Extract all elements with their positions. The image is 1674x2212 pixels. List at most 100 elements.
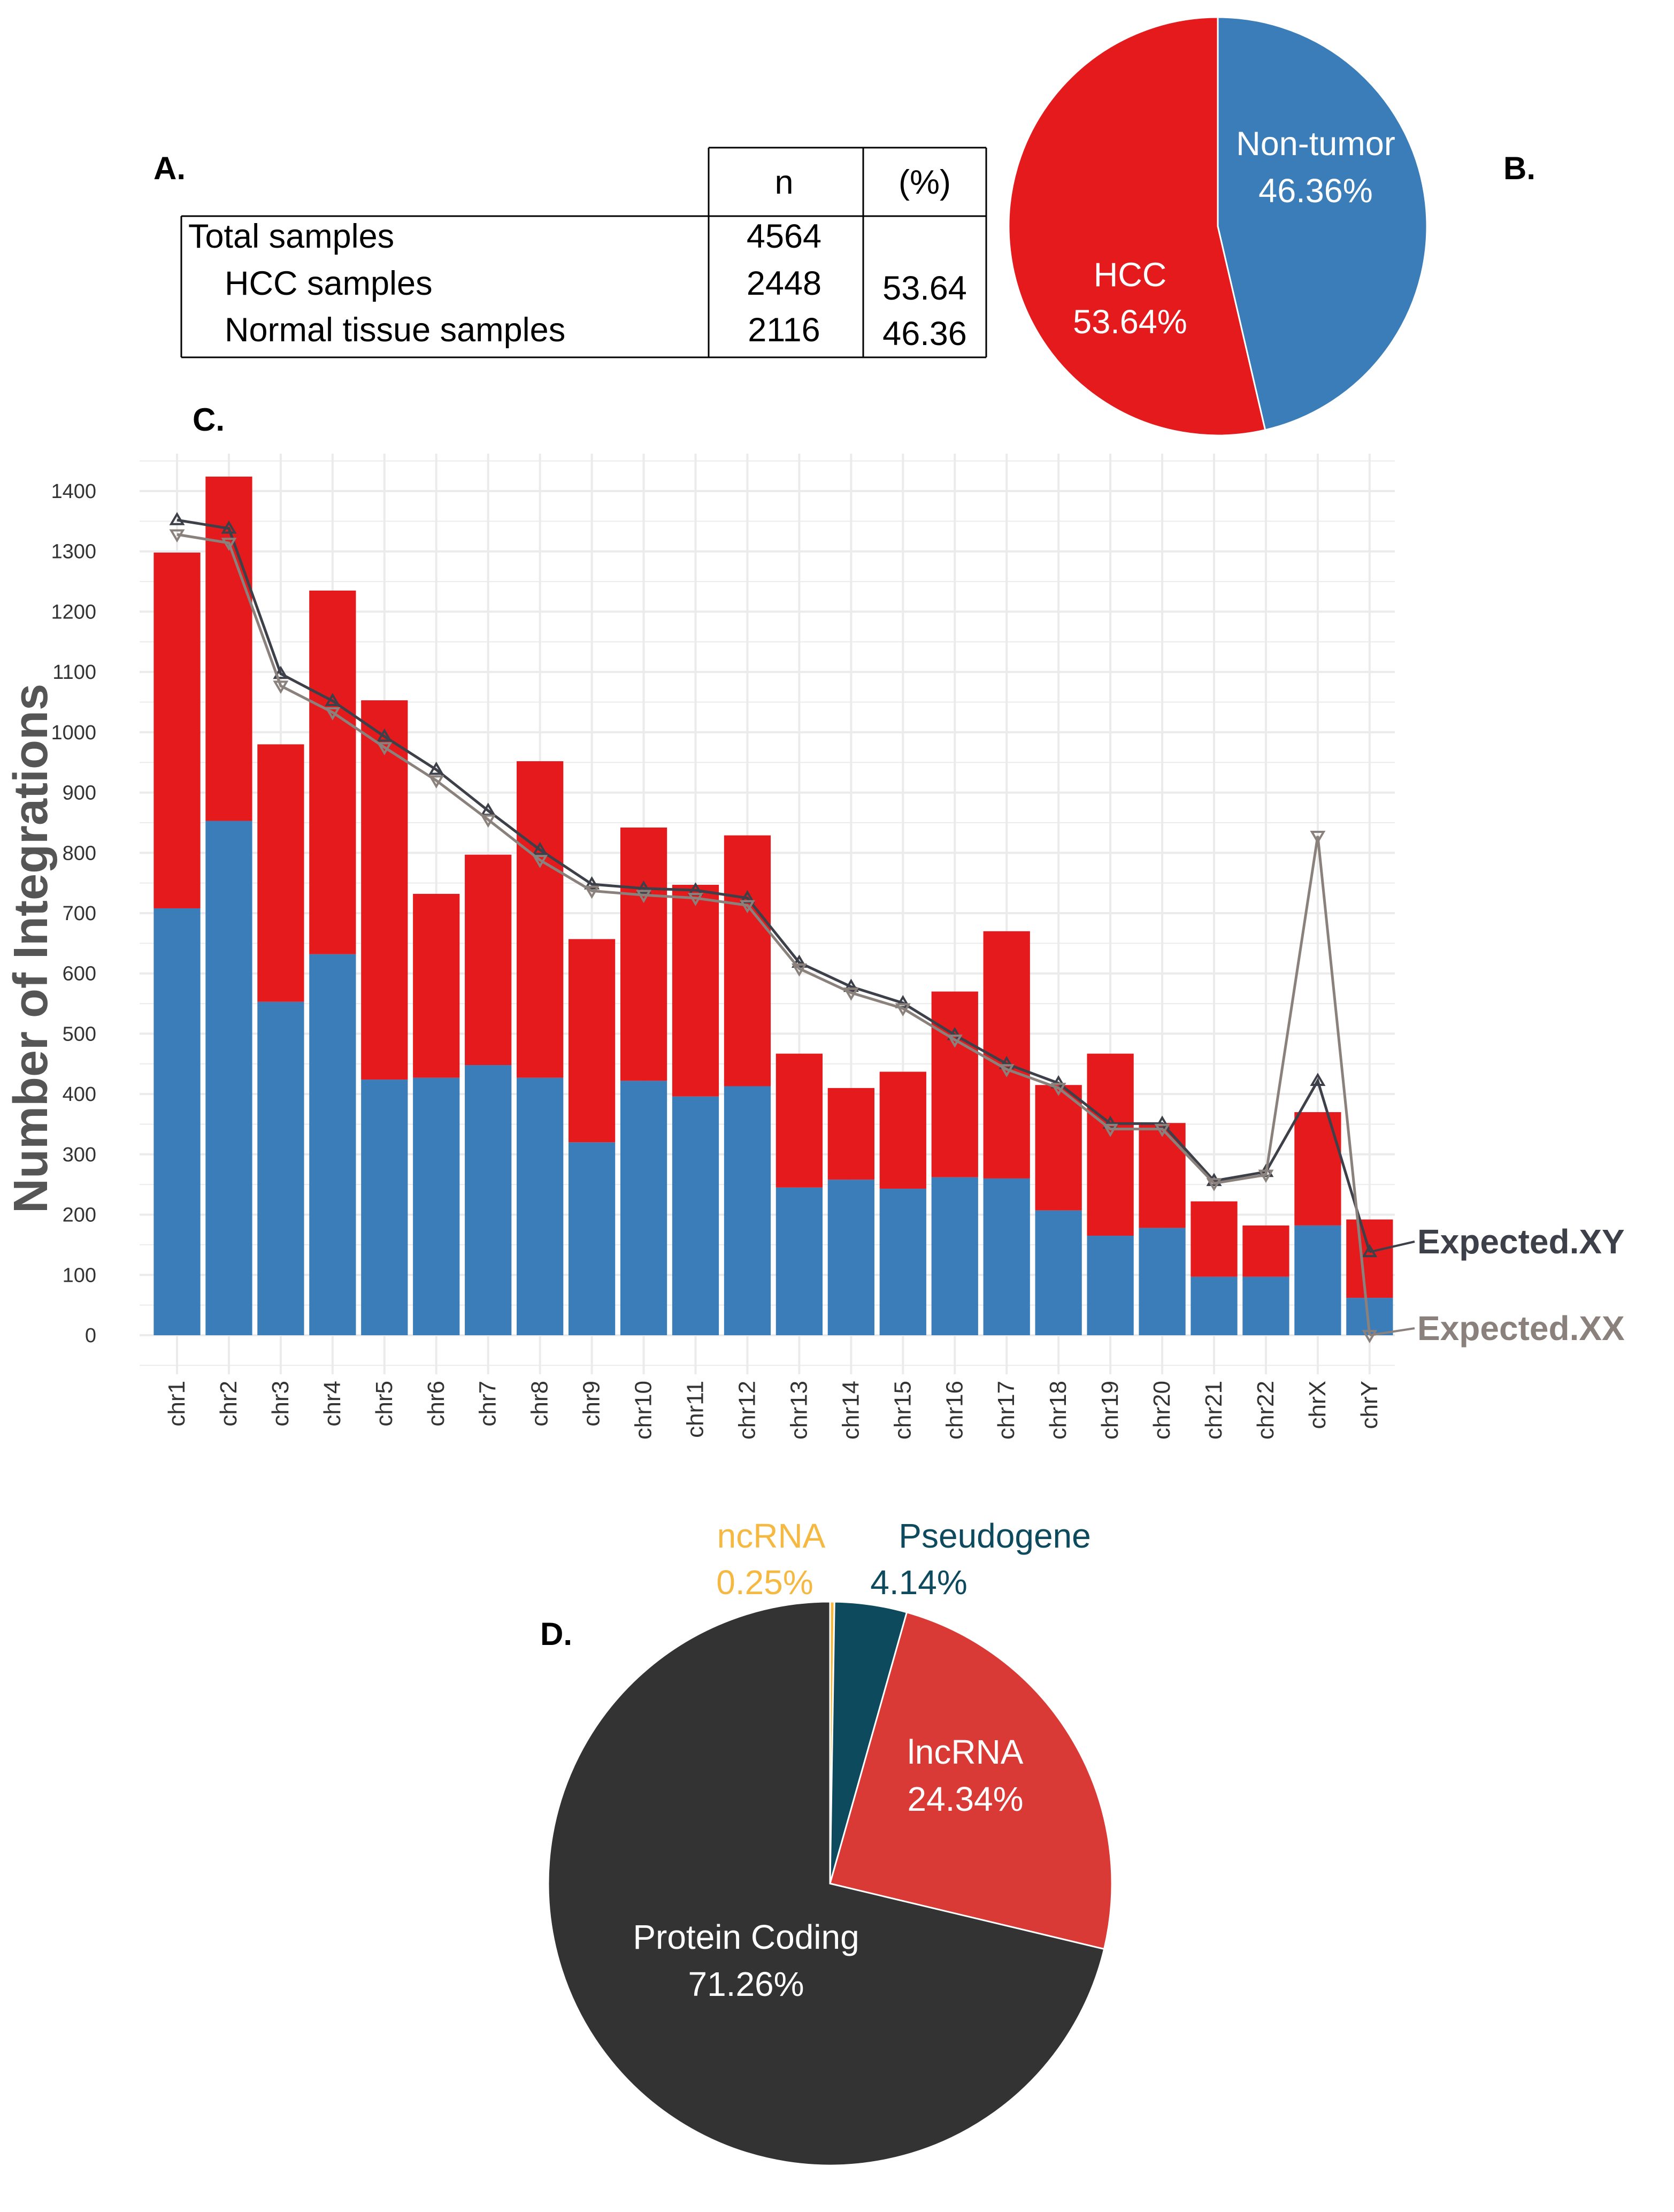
y-tick-label: 1100 <box>52 661 96 684</box>
marker-expected.xx <box>480 814 496 828</box>
table-row-label: Normal tissue samples <box>225 311 565 349</box>
pie-d-label-pseudogene: Pseudogene <box>899 1517 1091 1555</box>
panel-label-c: C. <box>193 402 225 438</box>
bar-hcc-chr14 <box>827 1088 874 1180</box>
legend-leader-line <box>1369 1327 1415 1336</box>
bar-hcc-chr11 <box>672 885 719 1097</box>
table-row-label: HCC samples <box>225 265 433 302</box>
bar-non-tumor-chr8 <box>517 1077 564 1335</box>
x-tick-label: chr14 <box>838 1381 864 1440</box>
bar-non-tumor-chr21 <box>1191 1276 1238 1335</box>
x-tick-label: chr18 <box>1045 1381 1071 1440</box>
bar-hcc-chr2 <box>205 476 252 821</box>
bar-non-tumor-chr11 <box>672 1096 719 1335</box>
pie-d-pct-protein-coding: 71.26% <box>688 1965 804 2003</box>
bar-non-tumor-chr7 <box>465 1065 512 1335</box>
bar-non-tumor-chr17 <box>983 1178 1030 1335</box>
y-tick-label: 700 <box>63 902 96 925</box>
y-tick-label: 1200 <box>51 601 96 623</box>
marker-expected.xx <box>1310 831 1326 844</box>
bar-non-tumor-chrX <box>1294 1225 1341 1335</box>
bar-hcc-chr16 <box>931 991 978 1177</box>
y-tick-label: 500 <box>63 1023 96 1045</box>
marker-expected.xy <box>843 978 859 992</box>
bar-non-tumor-chr13 <box>775 1187 823 1335</box>
marker-expected.xy <box>169 512 185 525</box>
x-tick-label: chr21 <box>1201 1381 1227 1440</box>
x-tick-label: chr22 <box>1253 1381 1279 1440</box>
bar-non-tumor-chr6 <box>413 1077 460 1335</box>
marker-expected.xx <box>584 885 600 899</box>
bar-hcc-chr22 <box>1242 1225 1289 1277</box>
integration-bar-chart: 0 100 200 300 400 500 600 700 800 900 1000 1100 1200… <box>51 454 1415 1440</box>
x-tick-label: chr16 <box>941 1381 967 1440</box>
x-tick-label: chr4 <box>319 1381 345 1427</box>
bar-hcc-chr20 <box>1139 1123 1186 1228</box>
table-header-pct: (%) <box>899 164 951 201</box>
marker-expected.xx <box>636 890 652 904</box>
pie-d-label-protein-coding: Protein Coding <box>633 1918 859 1956</box>
marker-expected.xx <box>325 707 341 721</box>
y-tick-label: 1000 <box>51 722 96 744</box>
bar-hcc-chr9 <box>568 939 616 1143</box>
pie-slice-protein-coding <box>547 1601 1105 2167</box>
bar-non-tumor-chr1 <box>153 908 201 1335</box>
x-tick-label: chr19 <box>1097 1381 1123 1440</box>
sample-table: A. n (%) Total samples 4564 HCC samples … <box>153 147 987 358</box>
table-cell-pct: 46.36 <box>882 315 967 353</box>
marker-expected.xx <box>1050 1083 1066 1096</box>
x-tick-label: chr15 <box>889 1381 916 1440</box>
bar-hcc-chr1 <box>153 552 201 908</box>
bar-non-tumor-chr4 <box>309 954 356 1335</box>
pie-d-pct-pseudogene: 4.14% <box>870 1563 967 1602</box>
bar-non-tumor-chr5 <box>361 1080 408 1335</box>
x-tick-label: chr9 <box>579 1381 605 1427</box>
marker-expected.xy <box>584 876 600 890</box>
bar-hcc-chr19 <box>1087 1053 1134 1236</box>
pie-slice-hcc <box>1008 16 1266 437</box>
y-tick-label: 300 <box>63 1144 96 1166</box>
gene-type-pie-chart <box>547 1601 1113 2167</box>
bar-non-tumor-chr19 <box>1087 1236 1134 1335</box>
marker-expected.xx <box>273 680 289 694</box>
table-cell-n: 2448 <box>747 265 821 302</box>
bar-hcc-chr13 <box>775 1053 823 1188</box>
x-tick-label: chr7 <box>475 1381 501 1427</box>
marker-expected.xy <box>221 520 237 534</box>
bar-hcc-chr12 <box>724 835 771 1086</box>
y-tick-label: 600 <box>63 963 96 985</box>
y-axis-title: Number of Integrations <box>4 684 58 1213</box>
pie-slice-lncrna <box>829 1611 1113 1950</box>
bar-hcc-chr7 <box>465 854 512 1066</box>
bar-hcc-chr10 <box>620 827 667 1081</box>
x-tick-label: chrY <box>1356 1381 1383 1429</box>
legend-expected-xy: Expected.XY <box>1417 1222 1625 1261</box>
y-tick-label: 100 <box>63 1264 96 1287</box>
pie-b-pct-hcc: 53.64% <box>1073 303 1187 341</box>
line-expected.xy <box>176 518 1371 1253</box>
legend-leader-line <box>1369 1241 1415 1253</box>
marker-expected.xx <box>221 538 237 551</box>
marker-expected.xy <box>325 693 341 706</box>
bar-hcc-chr21 <box>1191 1201 1238 1277</box>
marker-expected.xx <box>947 1035 963 1048</box>
pie-b-pct-nontumor: 46.36% <box>1258 172 1373 210</box>
x-tick-label: chr6 <box>423 1381 449 1427</box>
bar-hcc-chrX <box>1294 1112 1341 1226</box>
panel-label-a: A. <box>153 150 186 186</box>
x-tick-label: chr17 <box>993 1381 1019 1440</box>
x-tick-label: chr8 <box>527 1381 553 1427</box>
bar-hcc-chr15 <box>879 1071 926 1189</box>
bar-hcc-chr6 <box>413 893 460 1078</box>
marker-expected.xx <box>377 742 393 755</box>
marker-expected.xx <box>1362 1330 1378 1343</box>
bar-hcc-chr3 <box>257 744 304 1002</box>
panel-label-b: B. <box>1503 150 1535 186</box>
marker-expected.xx <box>428 775 444 789</box>
bar-non-tumor-chr16 <box>931 1177 978 1335</box>
sample-pie-chart <box>1008 16 1428 437</box>
pie-d-label-lncrna: lncRNA <box>908 1733 1024 1771</box>
y-tick-label: 400 <box>63 1083 96 1106</box>
bar-hcc-chrY <box>1346 1219 1393 1298</box>
bar-non-tumor-chr9 <box>568 1142 616 1335</box>
